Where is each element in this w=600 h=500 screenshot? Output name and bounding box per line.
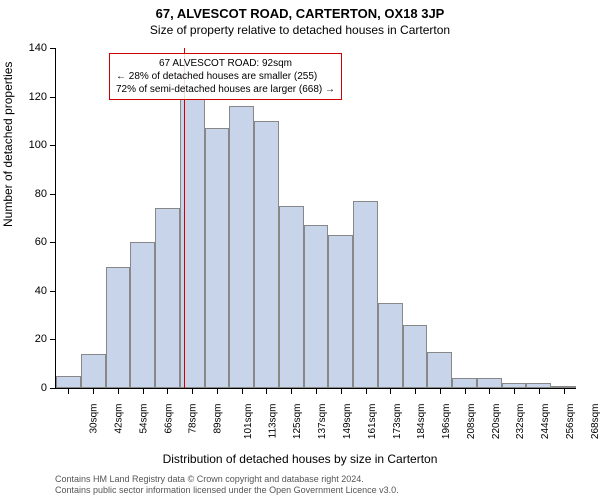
x-tick bbox=[266, 388, 267, 394]
x-tick bbox=[167, 388, 168, 394]
annotation-line3: 72% of semi-detached houses are larger (… bbox=[116, 83, 335, 96]
x-tick-label: 184sqm bbox=[416, 404, 427, 440]
y-tick-label: 0 bbox=[17, 382, 47, 394]
x-tick bbox=[68, 388, 69, 394]
y-axis-label: Number of detached properties bbox=[1, 62, 15, 227]
x-tick bbox=[539, 388, 540, 394]
histogram-bar bbox=[254, 121, 279, 388]
chart-area: 67 ALVESCOT ROAD: 92sqm ← 28% of detache… bbox=[55, 48, 575, 418]
y-tick bbox=[50, 242, 56, 243]
x-tick bbox=[564, 388, 565, 394]
x-tick bbox=[242, 388, 243, 394]
y-tick-label: 80 bbox=[17, 188, 47, 200]
x-tick-label: 78sqm bbox=[188, 404, 199, 434]
histogram-bar bbox=[353, 201, 378, 388]
x-tick-label: 89sqm bbox=[213, 404, 224, 434]
histogram-bar bbox=[403, 325, 428, 388]
x-tick bbox=[514, 388, 515, 394]
annotation-line1: 67 ALVESCOT ROAD: 92sqm bbox=[116, 57, 335, 70]
x-tick-label: 244sqm bbox=[540, 404, 551, 440]
x-tick bbox=[440, 388, 441, 394]
x-tick bbox=[192, 388, 193, 394]
x-tick-label: 101sqm bbox=[243, 404, 254, 440]
histogram-bar bbox=[304, 225, 329, 388]
x-axis-label: Distribution of detached houses by size … bbox=[0, 452, 600, 466]
histogram-bar bbox=[452, 378, 477, 388]
x-tick-label: 149sqm bbox=[342, 404, 353, 440]
x-tick bbox=[489, 388, 490, 394]
x-tick-label: 256sqm bbox=[565, 404, 576, 440]
x-tick-label: 173sqm bbox=[392, 404, 403, 440]
y-tick bbox=[50, 48, 56, 49]
footer-line1: Contains HM Land Registry data © Crown c… bbox=[55, 474, 399, 485]
x-tick-label: 125sqm bbox=[293, 404, 304, 440]
x-tick-label: 208sqm bbox=[466, 404, 477, 440]
x-tick bbox=[390, 388, 391, 394]
x-tick-label: 268sqm bbox=[590, 404, 600, 440]
histogram-bar bbox=[81, 354, 106, 388]
x-tick-label: 42sqm bbox=[114, 404, 125, 434]
histogram-bar bbox=[328, 235, 353, 388]
x-tick bbox=[93, 388, 94, 394]
y-tick-label: 120 bbox=[17, 91, 47, 103]
x-tick bbox=[465, 388, 466, 394]
y-tick-label: 40 bbox=[17, 285, 47, 297]
x-tick-label: 54sqm bbox=[138, 404, 149, 434]
y-tick bbox=[50, 388, 56, 389]
y-tick bbox=[50, 339, 56, 340]
x-tick bbox=[341, 388, 342, 394]
y-tick-label: 100 bbox=[17, 139, 47, 151]
histogram-bar bbox=[229, 106, 254, 388]
x-tick bbox=[415, 388, 416, 394]
histogram-bar bbox=[106, 267, 131, 388]
title-sub: Size of property relative to detached ho… bbox=[0, 21, 600, 37]
y-tick bbox=[50, 291, 56, 292]
histogram-plot: 67 ALVESCOT ROAD: 92sqm ← 28% of detache… bbox=[55, 48, 576, 389]
x-tick-label: 137sqm bbox=[317, 404, 328, 440]
histogram-bar bbox=[130, 242, 155, 388]
x-tick bbox=[291, 388, 292, 394]
footer-attribution: Contains HM Land Registry data © Crown c… bbox=[55, 474, 399, 496]
x-tick-label: 30sqm bbox=[89, 404, 100, 434]
histogram-bar bbox=[378, 303, 403, 388]
x-tick-label: 196sqm bbox=[441, 404, 452, 440]
x-tick bbox=[217, 388, 218, 394]
y-tick bbox=[50, 194, 56, 195]
x-tick-label: 232sqm bbox=[515, 404, 526, 440]
histogram-bar bbox=[427, 352, 452, 388]
footer-line2: Contains public sector information licen… bbox=[55, 485, 399, 496]
histogram-bar bbox=[477, 378, 502, 388]
histogram-bar bbox=[155, 208, 180, 388]
x-tick-label: 220sqm bbox=[491, 404, 502, 440]
x-tick bbox=[316, 388, 317, 394]
x-tick bbox=[118, 388, 119, 394]
annotation-line2: ← 28% of detached houses are smaller (25… bbox=[116, 70, 335, 83]
title-main: 67, ALVESCOT ROAD, CARTERTON, OX18 3JP bbox=[0, 0, 600, 21]
y-tick bbox=[50, 145, 56, 146]
x-tick-label: 66sqm bbox=[163, 404, 174, 434]
y-tick-label: 60 bbox=[17, 236, 47, 248]
y-tick-label: 140 bbox=[17, 42, 47, 54]
x-tick bbox=[366, 388, 367, 394]
histogram-bar bbox=[56, 376, 81, 388]
property-annotation: 67 ALVESCOT ROAD: 92sqm ← 28% of detache… bbox=[109, 53, 342, 100]
y-tick-label: 20 bbox=[17, 333, 47, 345]
histogram-bar bbox=[205, 128, 230, 388]
x-tick bbox=[143, 388, 144, 394]
y-tick bbox=[50, 97, 56, 98]
x-tick-label: 113sqm bbox=[267, 404, 278, 439]
histogram-bar bbox=[279, 206, 304, 388]
x-tick-label: 161sqm bbox=[367, 404, 378, 440]
